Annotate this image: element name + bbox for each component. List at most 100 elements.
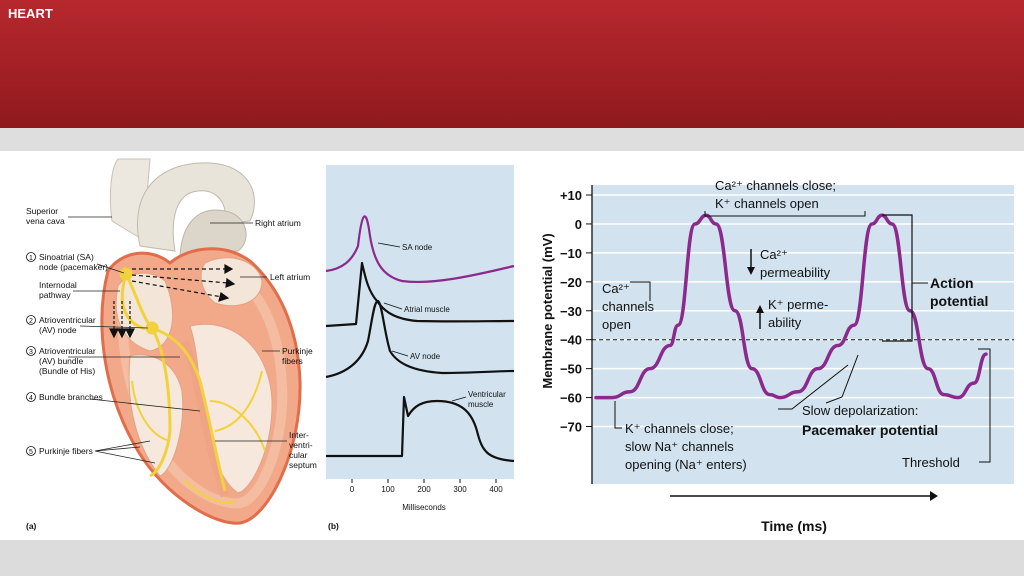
label-av-1: Atrioventricular [39, 315, 96, 325]
y-tick-label: −30 [560, 304, 582, 319]
step-3-circle [26, 346, 36, 356]
traces-xtick-4: 400 [489, 485, 503, 494]
bottom-strip [0, 540, 1024, 576]
label-superior-vena-cava-2: vena cava [26, 216, 65, 226]
annot-k-close-3: opening (Na⁺ enters) [625, 457, 747, 472]
panel-a-label: (a) [26, 521, 37, 531]
label-sa-1: Sinoatrial (SA) [39, 252, 94, 262]
label-trace-sa: SA node [402, 243, 433, 252]
annot-ca-perm-1: Ca²⁺ [760, 247, 788, 262]
trace-sa-node [325, 215, 515, 284]
conduction-pathway [119, 267, 266, 504]
label-purkinje-r-2: fibers [282, 356, 303, 366]
y-tick-label: +10 [560, 188, 582, 203]
pacemaker-potential-chart: +10 0 −10 −20 −30 −40 −50 −60 −70 Membrane poten… [530, 151, 1024, 540]
label-bundle-2: (AV) bundle [39, 356, 84, 366]
chart-y-ticks: +10 0 −10 −20 −30 −40 −50 −60 −70 [560, 188, 592, 435]
label-trace-vent-1: Ventricular [468, 390, 506, 399]
chart-annotations: Ca²⁺ channels close; K⁺ channels open Ca… [602, 178, 991, 472]
panel-b-label: (b) [328, 521, 339, 531]
step-2-number: 2 [29, 318, 33, 325]
label-bundle-3: (Bundle of His) [39, 366, 95, 376]
trace-ventricular-muscle [326, 395, 515, 463]
label-internodal-1: Internodal [39, 280, 77, 290]
chart-grid [592, 194, 1014, 428]
annot-slow-2: Pacemaker potential [802, 422, 938, 438]
label-septum-1: Inter- [289, 430, 309, 440]
heart-anatomy-panel: Superior vena cava Right atrium 1 Sinoat… [0, 151, 322, 540]
label-trace-vent-2: muscle [468, 400, 494, 409]
annot-threshold: Threshold [902, 455, 960, 470]
label-septum-3: cular [289, 450, 308, 460]
action-potential-traces-panel: SA node Atrial muscle AV node Ventricula… [322, 151, 530, 540]
label-bundle-1: Atrioventricular [39, 346, 96, 356]
label-superior-vena-cava-1: Superior [26, 206, 58, 216]
annot-ca-open-1: Ca²⁺ [602, 281, 630, 296]
chart-plot-area [592, 185, 1014, 484]
title-banner: HEART [0, 0, 1024, 128]
traces-xtick-3: 300 [453, 485, 467, 494]
signal-arrows [109, 263, 236, 339]
step-4-number: 4 [29, 395, 33, 402]
step-5-number: 5 [29, 449, 33, 456]
y-tick-label: 0 [575, 217, 582, 232]
y-tick-label: −10 [560, 246, 582, 261]
traces-xtick-1: 100 [381, 485, 395, 494]
slide-title: HEART [8, 6, 53, 21]
annot-slow-1: Slow depolarization: [802, 403, 918, 418]
pulmonary-trunk [179, 209, 247, 257]
annot-k-perm-2: ability [768, 315, 802, 330]
label-sa-2: node (pacemaker) [39, 262, 108, 272]
y-tick-label: −60 [560, 391, 582, 406]
step-1-number: 1 [29, 255, 33, 262]
traces-x-axis: 0 100 200 300 400 Milliseconds [350, 479, 503, 512]
label-bundle-branches: Bundle branches [39, 392, 103, 402]
label-septum-4: septum [289, 460, 317, 470]
annot-ca-open-3: open [602, 317, 631, 332]
annot-k-perm-1: K⁺ perme- [768, 297, 828, 312]
traces-xlabel: Milliseconds [402, 503, 446, 512]
annot-k-close-2: slow Na⁺ channels [625, 439, 734, 454]
bracket-slow-right [825, 354, 859, 404]
annot-ca-close-2: K⁺ channels open [715, 196, 819, 211]
bracket-slow-left [778, 364, 849, 410]
annot-ca-open-2: channels [602, 299, 655, 314]
y-tick-label: −50 [560, 362, 582, 377]
chart-ylabel: Membrane potential (mV) [540, 233, 555, 388]
label-purkinje: Purkinje fibers [39, 446, 93, 456]
label-left-atrium: Left atrium [270, 272, 310, 282]
label-internodal-2: pathway [39, 290, 71, 300]
pacemaker-trace [594, 213, 988, 400]
traces-xtick-2: 200 [417, 485, 431, 494]
bracket-action-potential [882, 214, 913, 342]
step-3-number: 3 [29, 349, 33, 356]
label-right-atrium: Right atrium [255, 218, 301, 228]
aorta [136, 162, 255, 252]
trace-av-node [325, 299, 515, 379]
step-2-circle [26, 315, 36, 325]
y-tick-label: −40 [560, 333, 582, 348]
annot-ca-perm-2: permeability [760, 265, 831, 280]
step-4-circle [26, 392, 36, 402]
annot-action-1: Action [930, 275, 974, 291]
bracket-close [704, 211, 866, 217]
k-perm-up-arrow [756, 305, 764, 313]
step-5-circle [26, 446, 36, 456]
bracket-threshold [978, 348, 991, 463]
y-tick-label: −70 [560, 420, 582, 435]
label-trace-atrial: Atrial muscle [404, 305, 450, 314]
y-tick-label: −20 [560, 275, 582, 290]
label-trace-av: AV node [410, 352, 441, 361]
traces-xtick-0: 0 [350, 485, 355, 494]
step-1-circle [26, 252, 36, 262]
anatomy-labels: Superior vena cava Right atrium 1 Sinoat… [26, 206, 317, 531]
slide-content: Superior vena cava Right atrium 1 Sinoat… [0, 151, 1024, 540]
label-av-2: (AV) node [39, 325, 77, 335]
annot-k-close-1: K⁺ channels close; [625, 421, 734, 436]
chart-xlabel: Time (ms) [761, 518, 827, 534]
time-arrowhead [930, 491, 938, 501]
ca-perm-down-arrow [747, 267, 755, 275]
label-purkinje-r-1: Purkinje [282, 346, 313, 356]
annot-ca-close-1: Ca²⁺ channels close; [715, 178, 836, 193]
label-septum-2: ventri- [289, 440, 313, 450]
